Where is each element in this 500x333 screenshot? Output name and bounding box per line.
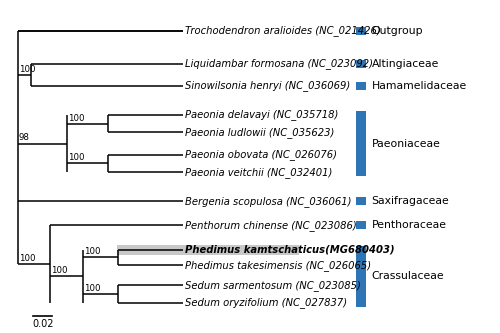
Text: Penthorum chinense (NC_023086): Penthorum chinense (NC_023086) xyxy=(186,220,357,231)
Text: Phedimus takesimensis (NC_026065): Phedimus takesimensis (NC_026065) xyxy=(186,260,372,271)
Bar xyxy=(356,111,366,176)
Text: Trochodendron aralioides (NC_021426): Trochodendron aralioides (NC_021426) xyxy=(186,25,381,36)
Text: Crassulaceae: Crassulaceae xyxy=(372,271,444,281)
Text: Paeonia veitchii (NC_032401): Paeonia veitchii (NC_032401) xyxy=(186,167,333,178)
Text: Liquidambar formosana (NC_023092): Liquidambar formosana (NC_023092) xyxy=(186,59,374,69)
Bar xyxy=(356,82,366,90)
Text: Paeonia obovata (NC_026076): Paeonia obovata (NC_026076) xyxy=(186,149,338,160)
Text: Phedimus kamtschaticus(MG680403): Phedimus kamtschaticus(MG680403) xyxy=(186,245,395,255)
Text: Outgroup: Outgroup xyxy=(372,26,423,36)
Text: 100: 100 xyxy=(84,284,100,293)
Text: Saxifragaceae: Saxifragaceae xyxy=(372,196,449,206)
Bar xyxy=(356,221,366,229)
Bar xyxy=(356,197,366,205)
Text: Paeoniaceae: Paeoniaceae xyxy=(372,139,440,149)
Text: 100: 100 xyxy=(18,65,35,74)
Text: 100: 100 xyxy=(68,153,84,162)
Text: Paeonia ludlowii (NC_035623): Paeonia ludlowii (NC_035623) xyxy=(186,127,335,138)
Text: 100: 100 xyxy=(84,247,100,256)
Text: Sedum oryzifolium (NC_027837): Sedum oryzifolium (NC_027837) xyxy=(186,297,348,308)
FancyBboxPatch shape xyxy=(117,245,299,255)
Text: 98: 98 xyxy=(18,134,30,143)
Text: Hamamelidaceae: Hamamelidaceae xyxy=(372,81,466,91)
Text: Penthoraceae: Penthoraceae xyxy=(372,220,446,230)
Text: 100: 100 xyxy=(68,114,84,123)
Bar xyxy=(356,246,366,307)
Text: Paeonia delavayi (NC_035718): Paeonia delavayi (NC_035718) xyxy=(186,109,339,120)
Text: Sedum sarmentosum (NC_023085): Sedum sarmentosum (NC_023085) xyxy=(186,280,362,291)
Bar xyxy=(356,60,366,68)
Text: Altingiaceae: Altingiaceae xyxy=(372,59,439,69)
Text: Sinowilsonia henryi (NC_036069): Sinowilsonia henryi (NC_036069) xyxy=(186,81,350,92)
Bar xyxy=(356,27,366,35)
Text: 0.02: 0.02 xyxy=(32,319,54,329)
Text: 100: 100 xyxy=(52,266,68,275)
Text: Bergenia scopulosa (NC_036061): Bergenia scopulosa (NC_036061) xyxy=(186,195,352,206)
Text: 100: 100 xyxy=(18,254,35,263)
